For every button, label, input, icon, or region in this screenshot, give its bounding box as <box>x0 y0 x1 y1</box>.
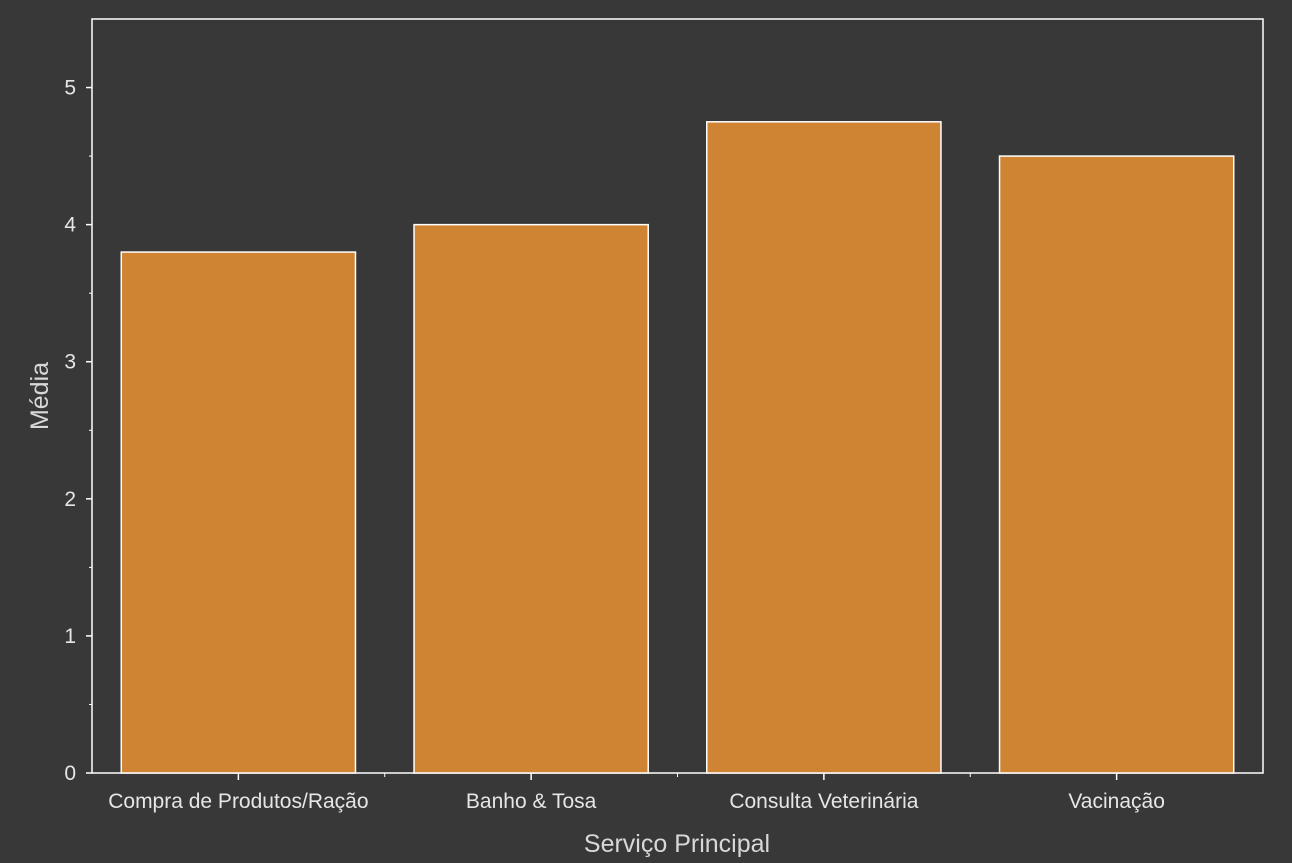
y-tick-label: 2 <box>64 488 76 511</box>
bar <box>706 121 942 774</box>
y-tick-label: 3 <box>64 351 76 374</box>
x-tick-label: Consulta Veterinária <box>729 790 918 813</box>
x-axis-title: Serviço Principal <box>584 830 770 858</box>
y-tick-label: 5 <box>64 77 76 100</box>
y-axis: 0 1 2 3 4 5 <box>64 77 92 785</box>
x-tick-label: Vacinação <box>1068 790 1165 813</box>
y-tick-label: 4 <box>64 214 76 237</box>
bar <box>120 251 357 774</box>
y-axis-title: Média <box>26 362 54 430</box>
y-tick-label: 1 <box>64 625 76 648</box>
x-tick-label: Compra de Produtos/Ração <box>108 790 368 813</box>
x-tick-label: Banho & Tosa <box>466 790 597 813</box>
bar <box>998 155 1235 774</box>
x-axis: Compra de Produtos/Ração Banho & Tosa Cons… <box>108 773 1165 813</box>
y-tick-label: 0 <box>64 762 76 785</box>
bar <box>413 223 649 774</box>
bars-group <box>120 121 1235 774</box>
